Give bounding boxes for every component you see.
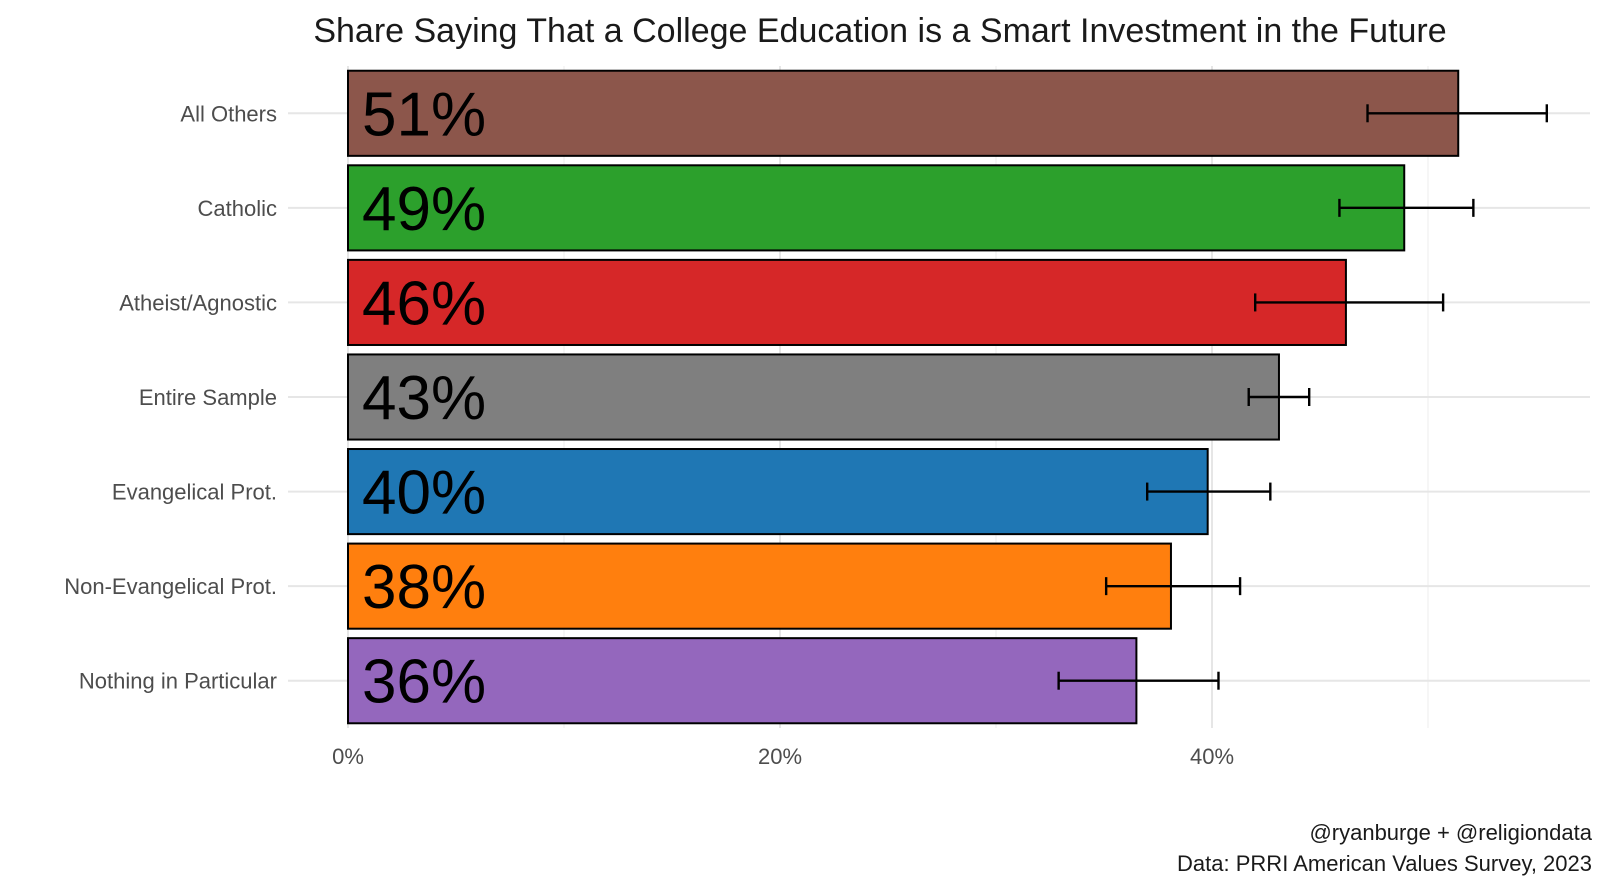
x-tick-label: 20% <box>758 744 802 769</box>
category-label: Evangelical Prot. <box>112 480 277 505</box>
category-label: All Others <box>180 101 277 126</box>
bar-value-label: 38% <box>362 553 486 622</box>
bar-value-label: 43% <box>362 364 486 433</box>
bar <box>347 448 1209 536</box>
category-label: Entire Sample <box>139 385 277 410</box>
bar <box>347 637 1138 725</box>
error-bar <box>1057 671 1220 690</box>
category-label: Atheist/Agnostic <box>119 290 277 315</box>
bar-value-label: 46% <box>362 269 486 338</box>
x-tick-label: 40% <box>1190 744 1234 769</box>
error-bar <box>1145 482 1272 501</box>
bar-value-label: 40% <box>362 459 486 528</box>
x-axis-ticks: 0% 20% 40% <box>332 744 1234 769</box>
category-label: Non-Evangelical Prot. <box>64 574 277 599</box>
category-label: Catholic <box>198 196 277 221</box>
error-bar <box>1104 577 1242 596</box>
error-bar <box>1338 198 1475 217</box>
chart-title: Share Saying That a College Education is… <box>313 12 1446 50</box>
category-label: Nothing in Particular <box>79 669 277 694</box>
bars: 51% 49% 46% 43% 40% 38% 36% <box>347 69 1549 725</box>
x-tick-label: 0% <box>332 744 364 769</box>
error-bar <box>1253 293 1445 312</box>
bar-value-label: 51% <box>362 80 486 149</box>
bar <box>347 69 1460 157</box>
bar <box>347 164 1406 252</box>
bar-value-label: 36% <box>362 648 486 717</box>
caption-credit: @ryanburge + @religiondata <box>1309 820 1592 845</box>
bar-value-label: 49% <box>362 175 486 244</box>
error-bar <box>1247 388 1311 406</box>
bar <box>347 353 1280 441</box>
caption-source: Data: PRRI American Values Survey, 2023 <box>1177 851 1592 876</box>
bar <box>347 258 1347 346</box>
category-labels: All Others Catholic Atheist/Agnostic Entire… <box>64 101 277 693</box>
error-bar <box>1366 104 1549 123</box>
